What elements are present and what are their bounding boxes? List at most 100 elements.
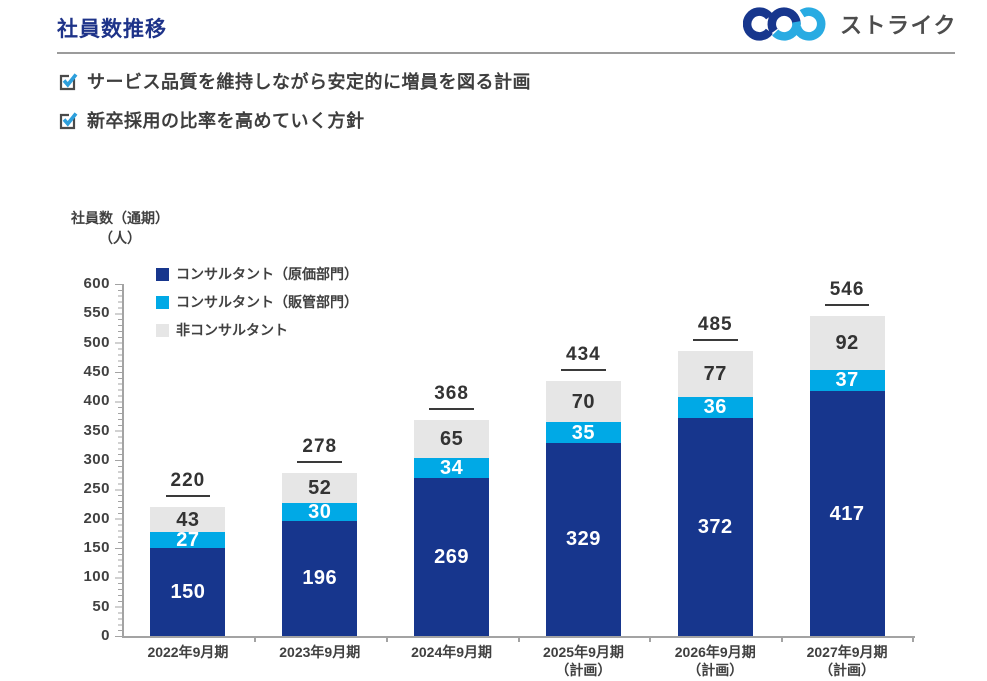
segment-value: 150 [170, 580, 206, 603]
bar-2022年9月期: 43 27 150 [150, 506, 226, 636]
total-label: 434 [538, 344, 628, 374]
bar-2023年9月期: 52 30 196 [282, 472, 358, 636]
bar-segment: 35 [545, 421, 621, 444]
segment-value: 35 [571, 421, 596, 444]
total-label: 368 [407, 383, 497, 413]
chart-legend: コンサルタント（原価部門） コンサルタント（販管部門） 非コンサルタント [156, 264, 358, 348]
y-tick-label: 600 [83, 275, 110, 292]
bar-segment: 37 [809, 369, 885, 392]
segment-value: 92 [835, 331, 859, 354]
bar-segment: 30 [282, 501, 358, 524]
bar-segment: 70 [545, 381, 621, 423]
x-axis-label-line1: 2023年9月期 [279, 644, 361, 660]
y-tick-label: 0 [101, 627, 110, 644]
segment-value: 30 [308, 501, 332, 524]
y-tick-label: 150 [83, 539, 110, 556]
bar-segment: 372 [677, 417, 753, 636]
y-tick-label: 350 [83, 421, 110, 439]
segment-value: 36 [703, 396, 727, 419]
company-logo: ストライク [742, 5, 957, 43]
segment-value: 417 [829, 502, 865, 525]
bullet-item: サービス品質を維持しながら安定的に増員を図る計画 [57, 68, 531, 94]
legend-swatch-cyan [156, 295, 169, 309]
x-axis-label-line1: 2027年9月期 [806, 644, 888, 660]
legend-label: コンサルタント（原価部門） [176, 266, 358, 282]
segment-value: 77 [703, 363, 727, 386]
segment-value: 65 [439, 428, 464, 451]
bar-segment: 27 [150, 529, 226, 552]
legend-item-consultant-cost: コンサルタント（原価部門） [156, 264, 358, 284]
total-label: 278 [275, 436, 365, 466]
bar-segment: 269 [414, 478, 490, 636]
y-tick-label: 500 [83, 333, 110, 351]
strike-circles-icon [742, 7, 826, 41]
x-axis-label: 2027年9月期 （計画） [781, 643, 913, 679]
x-axis-tick [781, 636, 784, 642]
y-tick-label: 200 [83, 509, 110, 527]
bar-segment: 77 [677, 351, 753, 397]
y-axis-unit-label: 社員数（通期） （人） [57, 208, 183, 249]
total-label: 546 [802, 279, 892, 309]
x-axis-label-line1: 2025年9月期 [542, 644, 624, 660]
segment-value: 34 [439, 457, 464, 480]
legend-label: 非コンサルタント [176, 322, 288, 338]
x-axis-label: 2023年9月期 [254, 643, 386, 661]
legend-swatch-gray [156, 323, 169, 337]
y-tick-label: 50 [92, 597, 110, 615]
total-label: 485 [670, 314, 760, 344]
x-axis-label-line2: （計画） [555, 662, 612, 679]
bar-2026年9月期: 77 36 372 [677, 351, 753, 636]
segment-value: 372 [697, 515, 733, 538]
y-tick-label: 250 [83, 480, 110, 498]
total-value: 485 [692, 314, 738, 342]
y-tick-label: 400 [83, 392, 110, 410]
x-axis-tick [517, 636, 520, 642]
bullet-list: サービス品質を維持しながら安定的に増員を図る計画 新卒採用の比率を高めていく方針 [57, 68, 531, 146]
legend-label: コンサルタント（販管部門） [176, 294, 358, 310]
x-axis-tick [912, 636, 914, 642]
x-axis-label-line2: （計画） [687, 662, 744, 679]
segment-value: 52 [308, 477, 332, 500]
y-tick-label: 450 [83, 363, 110, 380]
checkbox-check-icon [59, 111, 78, 129]
y-axis-unit-line2: （人） [99, 230, 141, 247]
x-axis-label-line1: 2022年9月期 [147, 644, 229, 660]
x-axis-label: 2025年9月期 （計画） [518, 643, 650, 679]
segment-value: 269 [434, 546, 470, 569]
total-value: 278 [297, 436, 343, 463]
legend-swatch-navy [156, 267, 169, 281]
x-axis-tick [253, 636, 256, 642]
y-axis-minor-ticks [118, 284, 122, 637]
x-axis-label: 2026年9月期 （計画） [649, 643, 781, 679]
bullet-text: サービス品質を維持しながら安定的に増員を図る計画 [87, 72, 531, 92]
bar-segment: 65 [414, 420, 490, 459]
x-axis-label-line1: 2026年9月期 [674, 644, 756, 660]
legend-item-consultant-sga: コンサルタント（販管部門） [156, 292, 358, 312]
bullet-item: 新卒採用の比率を高めていく方針 [57, 107, 531, 133]
segment-value: 70 [571, 390, 596, 413]
bar-segment: 92 [809, 315, 885, 370]
checkbox-check-icon [59, 72, 78, 90]
title-underline [57, 52, 955, 54]
segment-value: 329 [565, 528, 601, 551]
total-value: 434 [561, 344, 606, 372]
bullet-text: 新卒採用の比率を高めていく方針 [87, 111, 365, 131]
total-value: 368 [429, 383, 474, 411]
bar-segment: 150 [150, 547, 226, 636]
bar-2027年9月期: 92 37 417 [809, 315, 885, 636]
total-value: 546 [824, 279, 870, 306]
y-axis-unit-line1: 社員数（通期） [71, 210, 169, 226]
bar-segment: 52 [282, 472, 358, 504]
page-title: 社員数推移 [57, 18, 167, 41]
bar-segment: 43 [150, 506, 226, 533]
bar-segment: 329 [545, 442, 621, 636]
segment-value: 43 [176, 508, 200, 531]
x-axis-label: 2024年9月期 [386, 643, 518, 661]
bar-2025年9月期: 70 35 329 [545, 381, 621, 636]
segment-value: 196 [302, 567, 338, 590]
y-tick-label: 550 [83, 304, 110, 322]
bar-2024年9月期: 65 34 269 [414, 420, 490, 636]
segment-value: 27 [176, 529, 200, 552]
